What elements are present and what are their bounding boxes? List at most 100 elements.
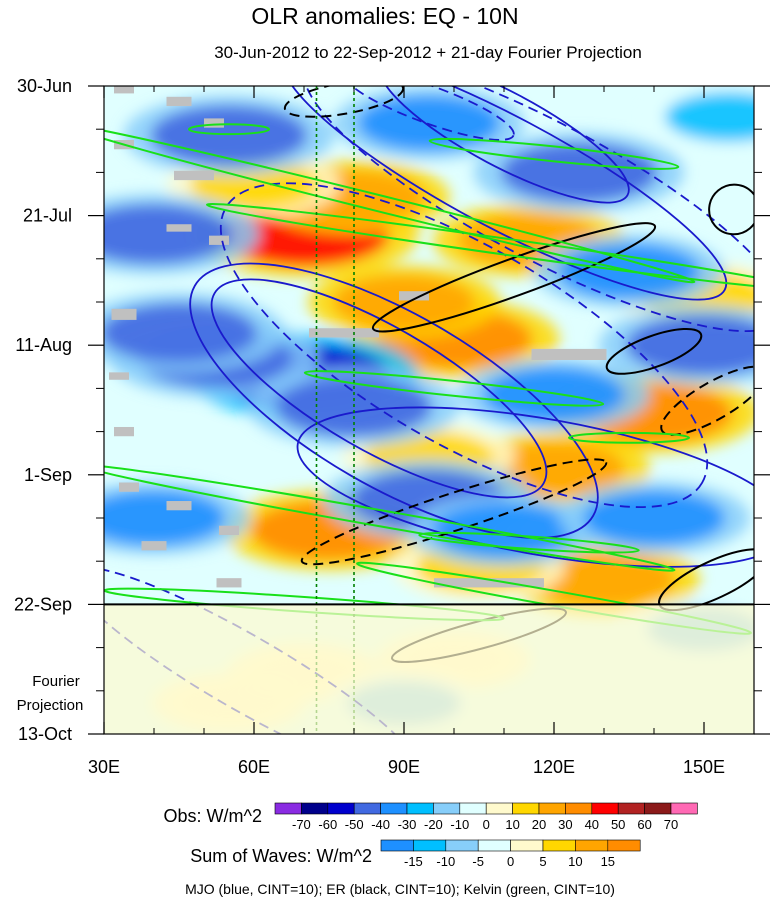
colorbar-label: 10 (505, 817, 519, 832)
colorbar-swatch (565, 802, 593, 815)
missing-cell (399, 291, 429, 301)
colorbar-swatch (617, 802, 645, 815)
kelvin-contour (205, 202, 754, 290)
colorbar-label: -15 (404, 854, 423, 869)
mjo-contour (378, 86, 630, 204)
colorbar-label: -5 (472, 854, 484, 869)
mjo-contour (210, 278, 548, 499)
mjo-contour (189, 262, 599, 539)
missing-data-cells (109, 86, 607, 588)
mjo-contour (302, 86, 754, 333)
colorbar-swatch (380, 839, 414, 852)
y-tick-label: 13-Oct (18, 724, 72, 744)
er-contour (605, 327, 703, 375)
er-contours (283, 86, 754, 663)
missing-cell (166, 96, 192, 107)
colorbar-swatch (591, 802, 619, 815)
obs-colorbar: -70 -60 -50 -40 -30 -20 -10 0 10 20 30 40 50 60 70 (274, 802, 698, 832)
obs-legend-title: Obs: W/m^2 (164, 806, 262, 826)
kelvin-contour (188, 123, 270, 136)
colorbar-swatch (406, 802, 434, 815)
axes: 30E 60E 90E 120E 150E 30-Jun 21-Jul 11-Aug 1-Sep… (14, 76, 770, 777)
contour-note: MJO (blue, CINT=10); ER (black, CINT=10)… (185, 881, 615, 897)
missing-cell (114, 86, 134, 94)
colorbar-label: -30 (398, 817, 417, 832)
colorbar-label: 60 (637, 817, 651, 832)
missing-cell (216, 578, 242, 588)
colorbar-label: 5 (539, 854, 546, 869)
colorbar-swatch (670, 802, 698, 815)
projection-label-line2: Projection (17, 697, 84, 714)
kelvin-contour (428, 137, 680, 170)
colorbar-swatch (644, 802, 672, 815)
colorbar-swatch (485, 802, 513, 815)
colorbar-swatch (538, 802, 566, 815)
missing-cell (119, 482, 139, 492)
y-tick-label: 21-Jul (23, 206, 72, 226)
anomaly-blob (104, 490, 225, 546)
plot-frame (103, 85, 755, 735)
colorbar-label: -10 (450, 817, 469, 832)
colorbar-label: 0 (507, 854, 514, 869)
x-tick-label: 30E (88, 757, 120, 777)
missing-cell (166, 501, 192, 511)
colorbar-swatch (575, 839, 609, 852)
er-contour (660, 365, 754, 436)
missing-cell (174, 170, 214, 181)
kelvin-contour (418, 531, 640, 554)
colorbar-swatch (512, 802, 540, 815)
colorbar-swatch (477, 839, 511, 852)
mjo-contour (280, 86, 728, 301)
anomaly-blob (626, 315, 754, 375)
x-tick-label: 90E (388, 757, 420, 777)
colorbar-label: -40 (371, 817, 390, 832)
mjo-contour (219, 182, 709, 509)
colorbar-label: 70 (664, 817, 678, 832)
colorbar-swatch (445, 839, 479, 852)
colorbar-label: 40 (585, 817, 599, 832)
er-contour (300, 458, 608, 566)
colorbar-swatch (459, 802, 487, 815)
waves-legend-title: Sum of Waves: W/m^2 (190, 846, 372, 866)
missing-cell (434, 578, 544, 588)
kelvin-contour (104, 123, 696, 284)
colorbar-swatch (542, 839, 576, 852)
missing-cell (111, 308, 137, 320)
y-tick-label: 30-Jun (17, 76, 72, 96)
colorbar-swatch (433, 802, 461, 815)
colorbar-label: 30 (558, 817, 572, 832)
colorbar-label: 0 (483, 817, 490, 832)
colorbar-label: -50 (345, 817, 364, 832)
mjo-contour (343, 86, 515, 141)
colorbar-label: -20 (424, 817, 443, 832)
y-tick-label: 11-Aug (15, 335, 72, 355)
missing-cell (219, 525, 239, 535)
missing-cell (204, 118, 224, 128)
kelvin-contour (568, 431, 690, 444)
missing-cell (141, 541, 167, 551)
colorbar-label: 50 (611, 817, 625, 832)
missing-cell (531, 348, 607, 361)
anomaly-blob (358, 95, 500, 151)
er-contour (283, 86, 405, 118)
colorbar-label: -10 (436, 854, 455, 869)
colorbar-swatch (510, 839, 544, 852)
missing-cell (209, 235, 229, 245)
colorbar-swatch (274, 802, 302, 815)
chart-title: OLR anomalies: EQ - 10N (251, 3, 518, 29)
projection-label-line1: Fourier (32, 673, 80, 690)
colorbar-swatch (353, 802, 381, 815)
plot-area (104, 86, 754, 734)
missing-cell (114, 426, 134, 437)
anomaly-blob (333, 274, 475, 330)
mjo-contour (296, 406, 754, 568)
x-tick-label: 120E (533, 757, 575, 777)
y-tick-label: 22-Sep (14, 594, 72, 614)
projection-region (104, 604, 754, 734)
colorbar-swatch (413, 839, 447, 852)
colorbar-label: -70 (292, 817, 311, 832)
colorbar-label: 10 (568, 854, 582, 869)
x-tick-label: 60E (238, 757, 270, 777)
colorbar-swatch (380, 802, 408, 815)
